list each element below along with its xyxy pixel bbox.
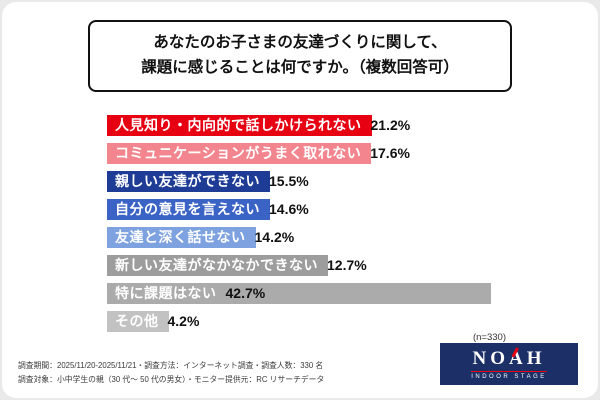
bar xyxy=(107,199,270,220)
bar xyxy=(107,115,372,136)
bar-value: 14.2% xyxy=(254,229,295,245)
noah-logo-subtitle: INDOOR STAGE xyxy=(471,370,547,380)
noah-logo: NOAH INDOOR STAGE xyxy=(440,343,578,385)
chart-bar-row: コミュニケーションがうまく取れない 17.6% xyxy=(107,143,588,164)
survey-methodology: 調査期間：2025/11/20-2025/11/21・調査方法：インターネット調… xyxy=(18,359,324,387)
sample-size-note: (n=330) xyxy=(472,332,506,343)
noah-logo-text: NOAH xyxy=(472,347,546,369)
survey-methodology-line1: 調査期間：2025/11/20-2025/11/21・調査方法：インターネット調… xyxy=(18,360,324,370)
bar-label: 友達と深く話せない xyxy=(115,229,246,245)
chart-bar-row: 特に課題はない 42.7% xyxy=(107,283,588,304)
bar-value: 42.7% xyxy=(225,285,266,301)
chart-title: あなたのお子さまの友達づくりに関して、 課題に感じることは何ですか。（複数回答可… xyxy=(88,20,512,92)
chart-title-line1: あなたのお子さまの友達づくりに関して、 xyxy=(153,34,447,51)
bar-value: 4.2% xyxy=(167,313,200,329)
chart-bar-row: 友達と深く話せない 14.2% xyxy=(107,227,588,248)
bar xyxy=(107,311,169,332)
bar-value: 15.5% xyxy=(269,173,309,189)
survey-methodology-line2: 調査対象：小中学生の親（30 代〜 50 代の男女）・モニター提供元：RC リサ… xyxy=(18,374,325,384)
chart-bar-row: 自分の意見を言えない 14.6% xyxy=(107,199,588,220)
bar-label: 人見知り・内向的で話しかけられない xyxy=(115,117,362,133)
bar xyxy=(107,255,328,276)
noah-logo-name: NOAH xyxy=(472,346,546,369)
bar-label: 新しい友達がなかなかできない xyxy=(115,257,318,273)
bar-label: その他 xyxy=(115,313,159,329)
bar-value: 14.6% xyxy=(269,201,309,217)
bar-value: 17.6% xyxy=(370,145,410,161)
bar-chart: 人見知り・内向的で話しかけられない 21.2% コミュニケーションがうまく取れない 1… xyxy=(107,115,588,339)
bar-label: 自分の意見を言えない xyxy=(115,201,260,217)
bar xyxy=(107,227,256,248)
chart-bar-row: その他 4.2% xyxy=(107,311,588,332)
chart-bar-row: 親しい友達ができない 15.5% xyxy=(107,171,588,192)
bar-label: コミュニケーションがうまく取れない xyxy=(115,145,362,161)
bar-value: 12.7% xyxy=(327,257,367,273)
bar xyxy=(107,283,492,304)
chart-title-line2: 課題に感じることは何ですか。（複数回答可） xyxy=(141,58,459,76)
bar-value: 21.2% xyxy=(370,117,411,133)
chart-bar-row: 新しい友達がなかなかできない 12.7% xyxy=(107,255,588,276)
bar xyxy=(107,143,371,164)
bar-label: 親しい友達ができない xyxy=(115,173,260,189)
bar-label: 特に課題はない xyxy=(115,285,217,301)
bar xyxy=(107,171,270,192)
chart-bar-row: 人見知り・内向的で話しかけられない 21.2% xyxy=(107,115,588,136)
